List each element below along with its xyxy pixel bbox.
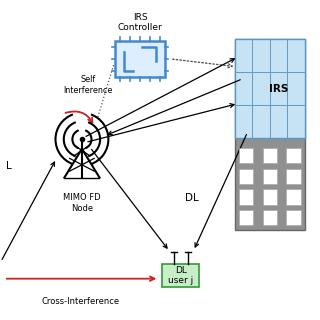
Bar (239, 148, 253, 163)
Text: MIMO FD
Node: MIMO FD Node (63, 194, 101, 213)
Bar (263, 210, 277, 225)
Bar (286, 169, 301, 184)
Bar (235, 39, 305, 138)
Text: DL
user j: DL user j (168, 266, 193, 285)
Bar (263, 169, 277, 184)
Bar (239, 169, 253, 184)
Bar (235, 39, 305, 230)
Bar (162, 264, 199, 287)
Bar (286, 189, 301, 204)
Text: L: L (6, 161, 12, 172)
Bar (263, 148, 277, 163)
Text: IRS
Controller: IRS Controller (118, 13, 163, 32)
Text: IRS: IRS (269, 84, 288, 94)
Text: Self
Interference: Self Interference (64, 75, 113, 95)
Bar (286, 148, 301, 163)
Bar (263, 189, 277, 204)
Text: Cross-Interference: Cross-Interference (41, 297, 119, 306)
Bar (239, 189, 253, 204)
Text: DL: DL (185, 193, 199, 203)
Bar (239, 210, 253, 225)
Bar (286, 210, 301, 225)
Bar (116, 41, 165, 77)
